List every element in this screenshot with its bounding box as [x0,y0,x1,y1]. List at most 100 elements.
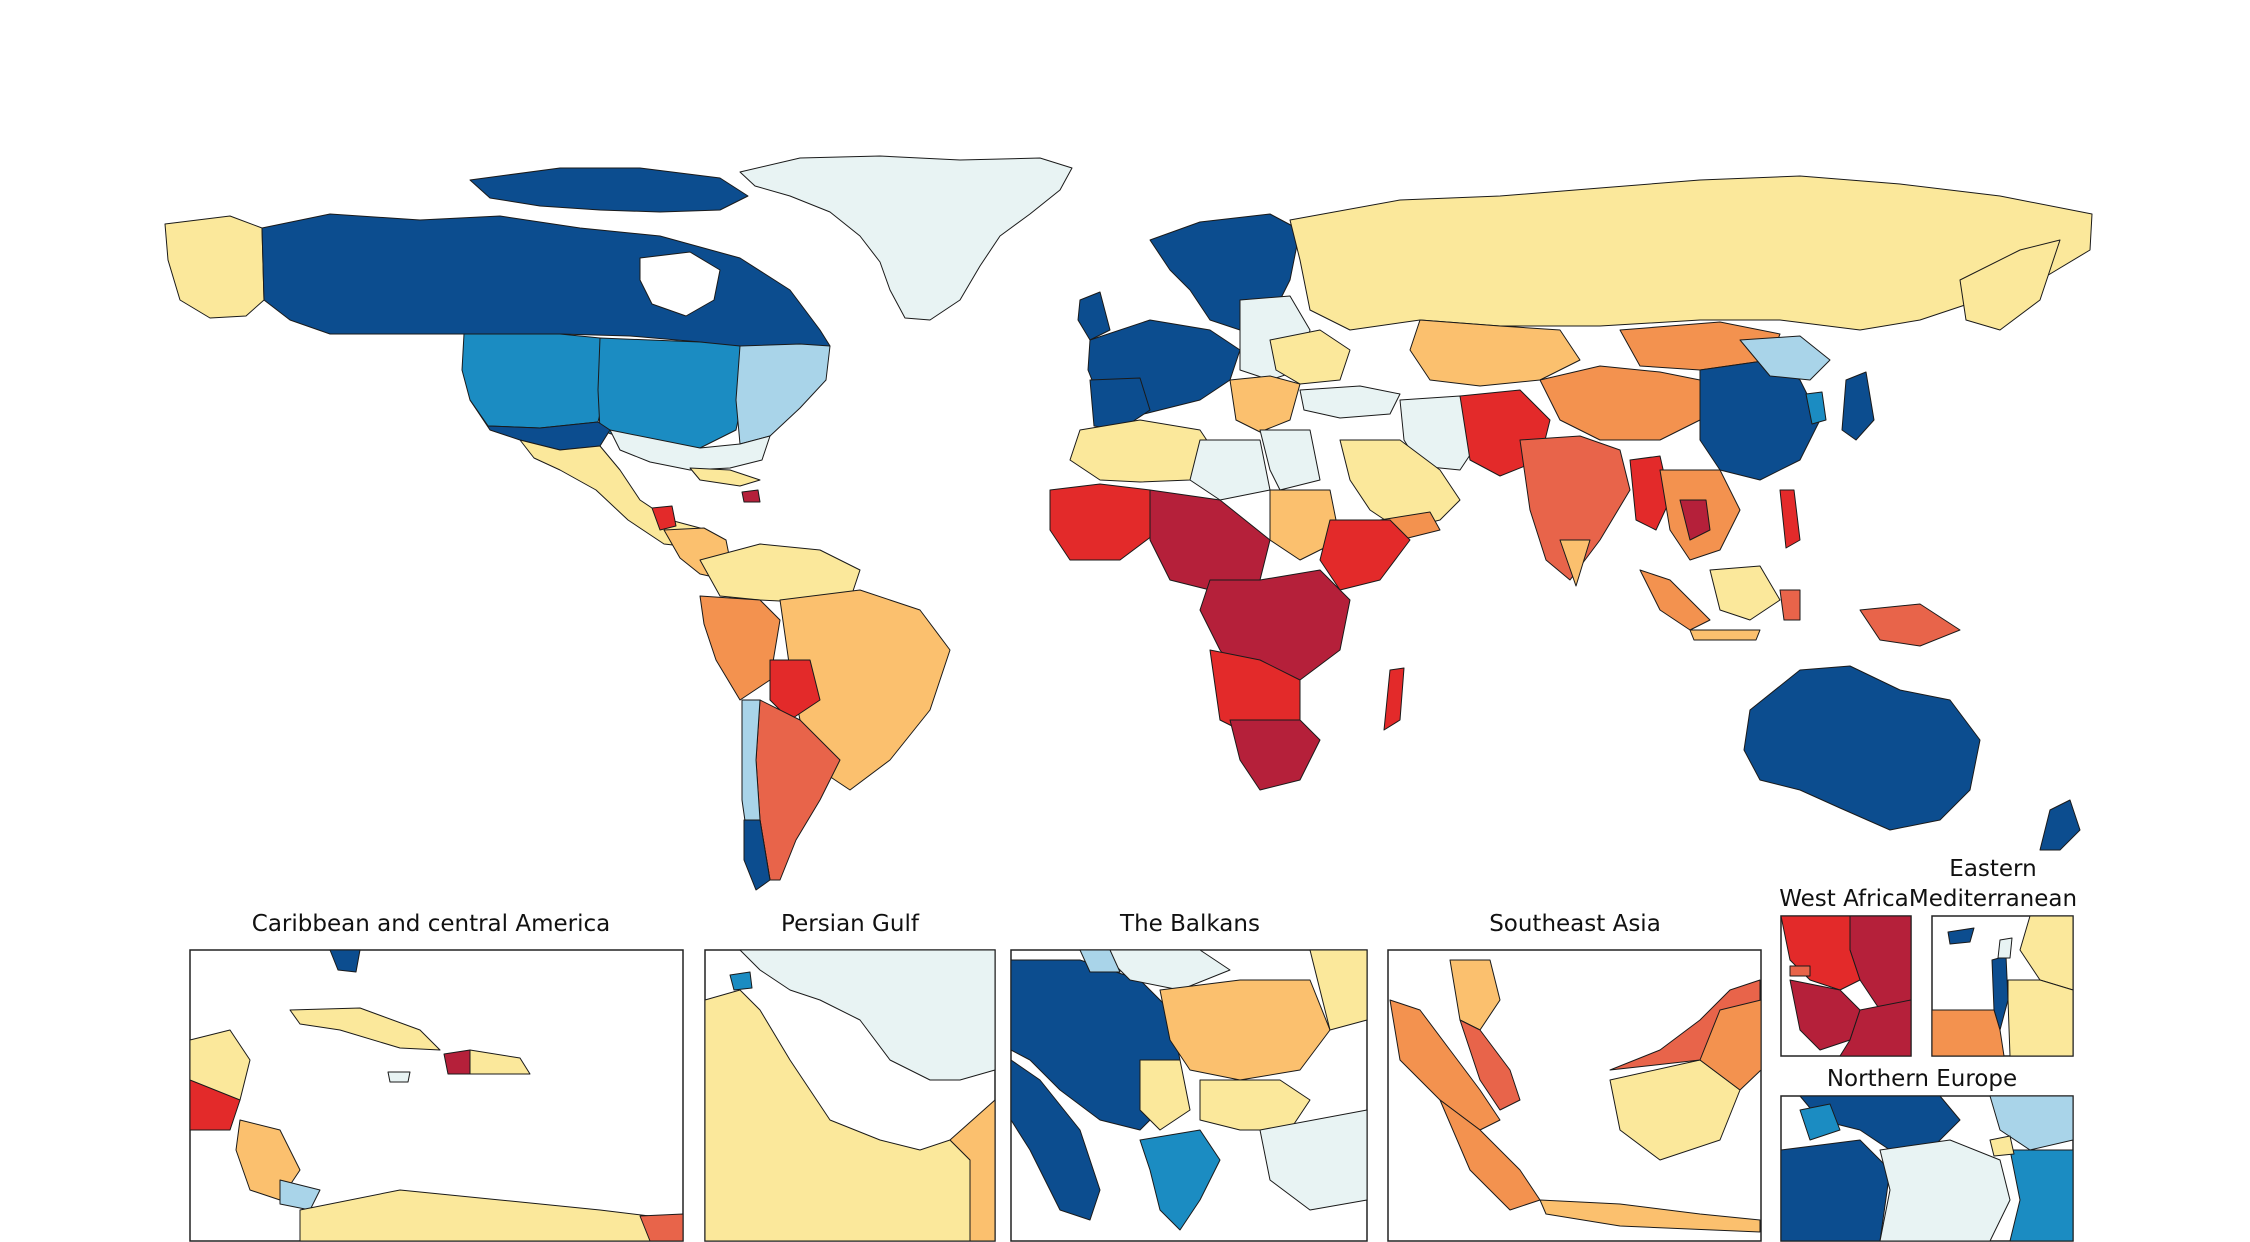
region-south-india [1559,539,1591,587]
inset-balkans-italy [1010,1059,1101,1221]
inset-balkans-east [1309,949,1368,1031]
inset-gulf-arabia [704,989,971,1242]
inset-title-balkans: The Balkans [1119,911,1260,937]
region-cuba [689,467,761,487]
region-japan [1841,371,1875,441]
inset-northern-europe: Northern Europe [1780,1066,2074,1242]
inset-caribbean-venezuela-east [639,1213,684,1242]
inset-balkans-turkey [1259,1109,1368,1211]
inset-gulf-oman [949,1099,996,1242]
region-usa-south [609,429,771,471]
region-uk [1077,291,1111,341]
region-libya [1189,439,1271,501]
region-sumatra [1639,569,1711,631]
inset-emed-cyprus [1947,927,1975,945]
inset-title-caribbean: Caribbean and central America [252,911,610,937]
inset-caribbean-colombia [299,1189,684,1242]
inset-title-persian-gulf: Persian Gulf [781,911,920,937]
inset-title-southeast-asia: Southeast Asia [1489,911,1661,937]
inset-sea-sabah [1699,999,1762,1091]
region-madagascar [1383,667,1405,731]
inset-title-northern-europe: Northern Europe [1827,1066,2017,1092]
region-bolivia [769,659,821,721]
region-egypt [1259,429,1321,491]
inset-balkans-ukraine [1099,949,1231,991]
region-arabia [1339,439,1461,531]
inset-caribbean-guatemala [189,1079,241,1131]
region-sulawesi [1779,589,1801,621]
inset-ne-baltics [1989,1095,2074,1151]
inset-balkans-greece [1139,1129,1221,1231]
inset-eastern-med: Eastern Mediterranean [1909,856,2077,1057]
region-new-zealand [2039,799,2081,851]
region-philippines [1779,489,1801,549]
region-hudson-bay [639,251,721,317]
world-map [164,155,2093,891]
region-peru [699,595,781,701]
region-canada [261,213,831,351]
inset-balkans-serbia [1139,1059,1191,1131]
inset-persian-gulf: Persian Gulf [704,911,996,1242]
region-china-northeast [1739,335,1831,381]
region-usa-east [735,343,831,445]
inset-ne-lithuania [1989,1135,2015,1157]
region-alaska [164,215,265,319]
region-ukraine [1269,329,1351,385]
region-laos-cambodia [1679,499,1711,541]
inset-sea-thailand [1449,959,1501,1031]
inset-emed-jordan [2007,979,2074,1057]
region-java [1689,629,1761,641]
region-iberia [1089,377,1151,431]
region-china-west [1539,365,1701,441]
inset-gulf-kuwait [729,971,753,991]
inset-gulf-iran [739,949,996,1081]
inset-balkans-moldova [1079,949,1121,973]
region-turkey [1299,385,1401,419]
region-arctic-islands [469,167,749,213]
inset-sea-sumatra-north [1389,999,1501,1131]
inset-emed-lebanon [1997,937,2013,959]
inset-caribbean-cuba [289,1007,441,1051]
region-patagonia-tip [743,819,771,891]
region-india [1519,435,1631,581]
inset-emed-egypt [1931,1009,2005,1057]
inset-ne-germany [1780,1139,1891,1242]
inset-wa-south [1839,999,1912,1057]
inset-southeast-asia: Southeast Asia [1387,911,1762,1242]
inset-ne-denmark [1799,1103,1841,1141]
region-guatemala [651,505,677,531]
region-sudan [1269,489,1341,561]
region-haiti [741,489,761,503]
region-korea [1805,391,1827,425]
inset-caribbean: Caribbean and central America [189,911,684,1242]
inset-balkans-romania [1159,979,1331,1081]
region-southern-africa [1229,719,1321,791]
inset-wa-senegal [1780,915,1861,991]
inset-caribbean-jamaica [387,1071,411,1083]
inset-caribbean-florida [329,949,361,973]
region-west-africa [1149,489,1271,591]
inset-west-africa: West Africa [1779,886,1912,1057]
region-greenland [739,155,1073,321]
inset-title-eastern-med-line2: Mediterranean [1909,886,2077,912]
region-australia [1743,665,1981,831]
inset-wa-gambia [1789,965,1811,977]
region-borneo [1709,565,1781,621]
inset-title-eastern-med-line1: Eastern [1949,856,2036,882]
region-usa-west [461,333,607,429]
inset-caribbean-haiti [443,1049,471,1075]
inset-caribbean-dominican-republic [469,1049,531,1075]
inset-sea-malay-peninsula [1459,1019,1521,1111]
region-balkans [1229,375,1301,433]
inset-sea-java [1539,1199,1761,1233]
region-usa-southwest [469,399,611,451]
region-papua [1859,603,1961,647]
region-sahel-west [1049,483,1161,561]
inset-ne-belarus [2009,1149,2074,1242]
region-kamchatka [1959,239,2061,331]
region-kazakhstan [1409,319,1581,387]
region-myanmar [1629,455,1671,531]
inset-balkans: The Balkans [1010,911,1368,1242]
region-usa-central [597,337,745,449]
